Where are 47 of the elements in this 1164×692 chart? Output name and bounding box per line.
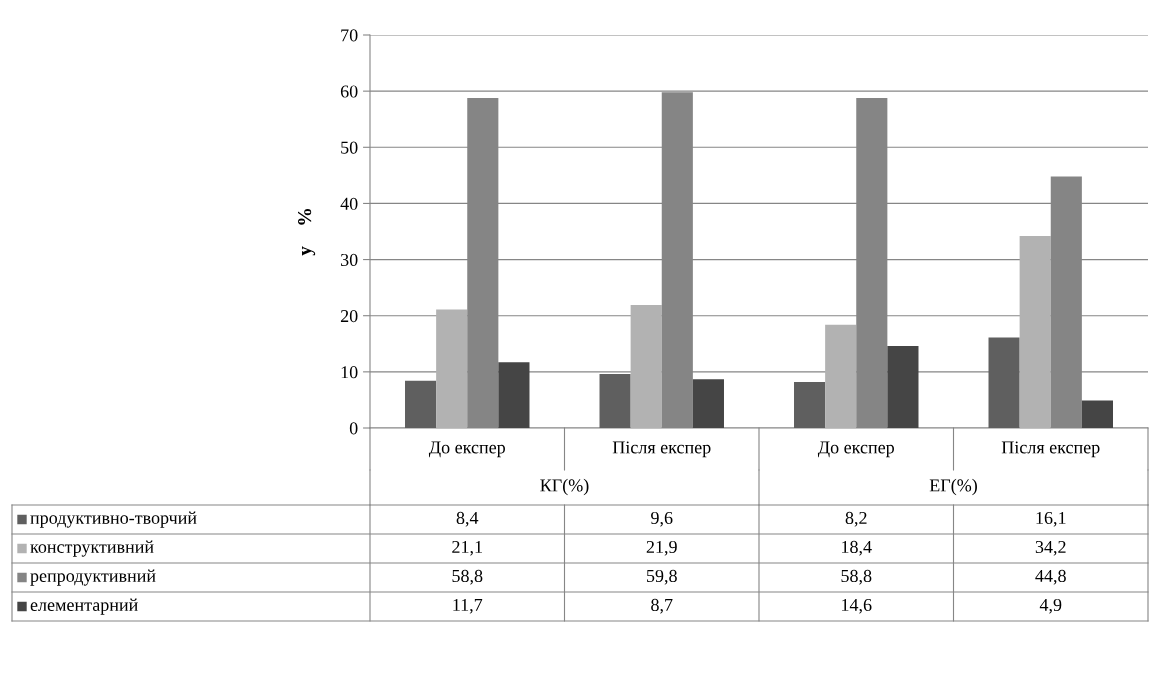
x-tick-label: Після експер: [1001, 441, 1100, 458]
x-tick-label: Після експер: [612, 441, 711, 458]
data-label: 8,2: [845, 511, 867, 527]
y-tick-label: 40: [340, 197, 358, 210]
y-tick-label: 0: [349, 422, 358, 435]
legend-label: репродуктивний: [30, 569, 156, 586]
bar: [498, 362, 530, 428]
bar: [825, 324, 857, 428]
data-label: 11,7: [453, 598, 483, 614]
bar: [794, 381, 826, 428]
bar: [405, 380, 437, 428]
data-label: 16,1: [1036, 511, 1066, 527]
x-tick-label: До експер: [428, 441, 505, 458]
x-tick-label: До експер: [817, 441, 894, 458]
data-label: 59,8: [647, 569, 677, 585]
data-label: 58,8: [841, 569, 872, 585]
bar: [1019, 235, 1051, 428]
data-label: 4,9: [1039, 598, 1062, 614]
data-label: 8,7: [651, 598, 673, 614]
legend-label: елементарний: [30, 598, 138, 615]
data-label: 14,6: [842, 598, 872, 614]
y-tick-label: 30: [341, 253, 358, 267]
y-axis-title: у %: [298, 209, 316, 256]
bar: [599, 374, 631, 428]
data-label: 9,6: [651, 511, 673, 527]
y-tick-label: 10: [341, 366, 358, 379]
bar: [692, 379, 724, 428]
bar: [630, 305, 662, 428]
bar: [887, 346, 919, 428]
data-label: 8,4: [456, 511, 479, 527]
legend-label: конструктивний: [30, 540, 154, 557]
text: КГ(%): [540, 478, 589, 496]
data-label: 44,8: [1035, 569, 1066, 585]
data-label: 21,1: [452, 540, 482, 556]
y-tick-label: 70: [341, 29, 358, 42]
bar: [988, 337, 1020, 428]
legend-label: продуктивно-творчий: [30, 511, 197, 528]
data-label: 34,2: [1035, 540, 1066, 556]
y-tick-label: 20: [340, 309, 358, 323]
data-label: 58,8: [452, 569, 483, 585]
y-tick-label: 60: [340, 85, 358, 98]
bar: [436, 309, 468, 428]
data-label: 18,4: [842, 540, 872, 556]
bar: [1081, 400, 1113, 428]
text: ЕГ(%): [929, 478, 977, 496]
y-tick-label: 50: [341, 141, 358, 154]
data-label: 21,9: [646, 540, 677, 556]
